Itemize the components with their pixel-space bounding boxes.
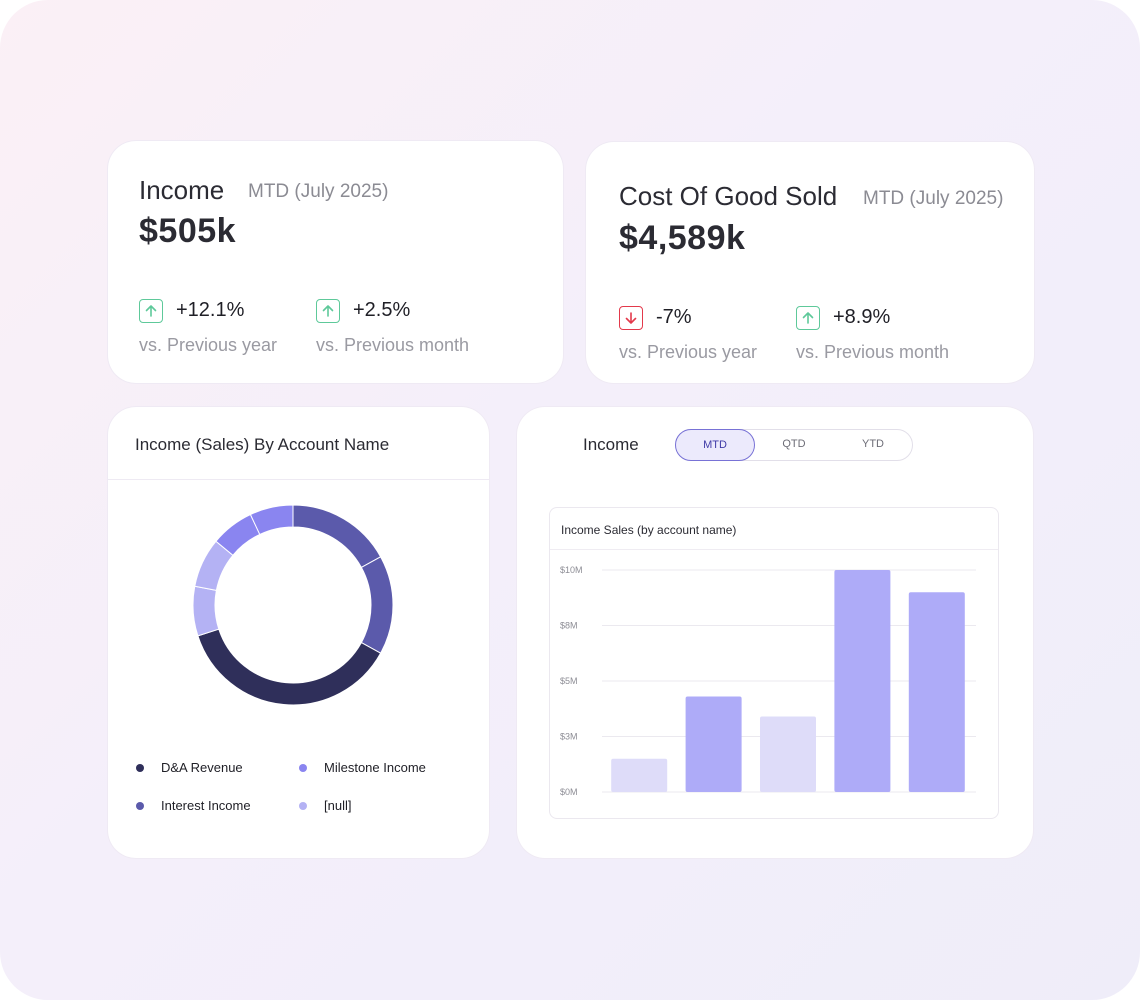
trend-comparison: vs. Previous year [139, 335, 278, 355]
kpi-value: $4,589k [619, 219, 746, 257]
arrow-up-icon [316, 299, 340, 323]
legend-label: Interest Income [161, 798, 251, 813]
bar-3[interactable] [760, 716, 816, 792]
legend-dot [299, 764, 307, 772]
kpi-title: Income [139, 175, 225, 205]
y-tick-label: $10M [560, 565, 583, 575]
income-bar-card: Income MTD QTD YTD Income Sales (by acco… [517, 407, 1033, 858]
legend-dot [299, 802, 307, 810]
tab-qtd[interactable]: QTD [782, 438, 806, 450]
chart-title: Income Sales (by account name) [561, 523, 737, 537]
tab-ytd[interactable]: YTD [862, 438, 884, 450]
y-tick-label: $3M [560, 732, 578, 742]
arrow-up-icon [139, 299, 163, 323]
trend-comparison: vs. Previous month [796, 342, 950, 362]
y-tick-label: $5M [560, 676, 578, 686]
donut-slice-d-a-revenue-2[interactable] [197, 628, 382, 706]
donut-chart-card: Income (Sales) By Account Name D&A Reven… [108, 407, 489, 858]
trend-change: +8.9% [833, 306, 891, 328]
trend-comparison: vs. Previous month [316, 335, 470, 355]
kpi-value: $505k [139, 212, 237, 250]
card-divider [108, 479, 489, 480]
donut-slice-milestone-income-6[interactable] [249, 504, 294, 536]
legend-dot [136, 802, 144, 810]
donut-slice-null-3[interactable] [192, 585, 220, 637]
cogs-kpi-card: Cost Of Good Sold MTD (July 2025) $4,589… [586, 142, 1034, 383]
bar-5[interactable] [908, 592, 965, 792]
kpi-period: MTD (July 2025) [863, 188, 1004, 209]
trend-change: +12.1% [176, 299, 245, 321]
bar-2[interactable] [685, 696, 742, 792]
arrow-up-icon [796, 306, 820, 330]
period-tabs: MTD QTD YTD [675, 429, 913, 461]
y-tick-label: $8M [560, 621, 578, 631]
tab-mtd[interactable]: MTD [675, 429, 755, 461]
chart-panel: Income Sales (by account name) $0M $3M $5M… [549, 507, 999, 819]
trend-comparison: vs. Previous year [619, 342, 758, 362]
kpi-title: Cost Of Good Sold [619, 181, 838, 211]
card-divider [550, 549, 998, 550]
legend-label: Milestone Income [324, 760, 426, 775]
kpi-period: MTD (July 2025) [248, 181, 389, 202]
bar-1[interactable] [611, 758, 668, 792]
y-tick-label: $0M [560, 787, 578, 797]
bar-card-title: Income [583, 435, 639, 454]
trend-change: +2.5% [353, 299, 411, 321]
donut-chart [192, 504, 394, 706]
bar-chart: $0M $3M $5M $8M $10M [560, 565, 976, 797]
arrow-down-icon [619, 306, 643, 330]
legend-label: [null] [324, 798, 352, 813]
donut-slice-interest-income-1[interactable] [360, 556, 394, 654]
legend-dot [136, 764, 144, 772]
donut-card-title: Income (Sales) By Account Name [135, 435, 390, 454]
trend-change: -7% [656, 306, 692, 328]
donut-slice-interest-income-0[interactable] [292, 504, 382, 569]
income-kpi-card: Income MTD (July 2025) $505k +12.1% vs. … [108, 141, 563, 383]
bar-4[interactable] [834, 570, 891, 792]
legend-label: D&A Revenue [161, 760, 243, 775]
